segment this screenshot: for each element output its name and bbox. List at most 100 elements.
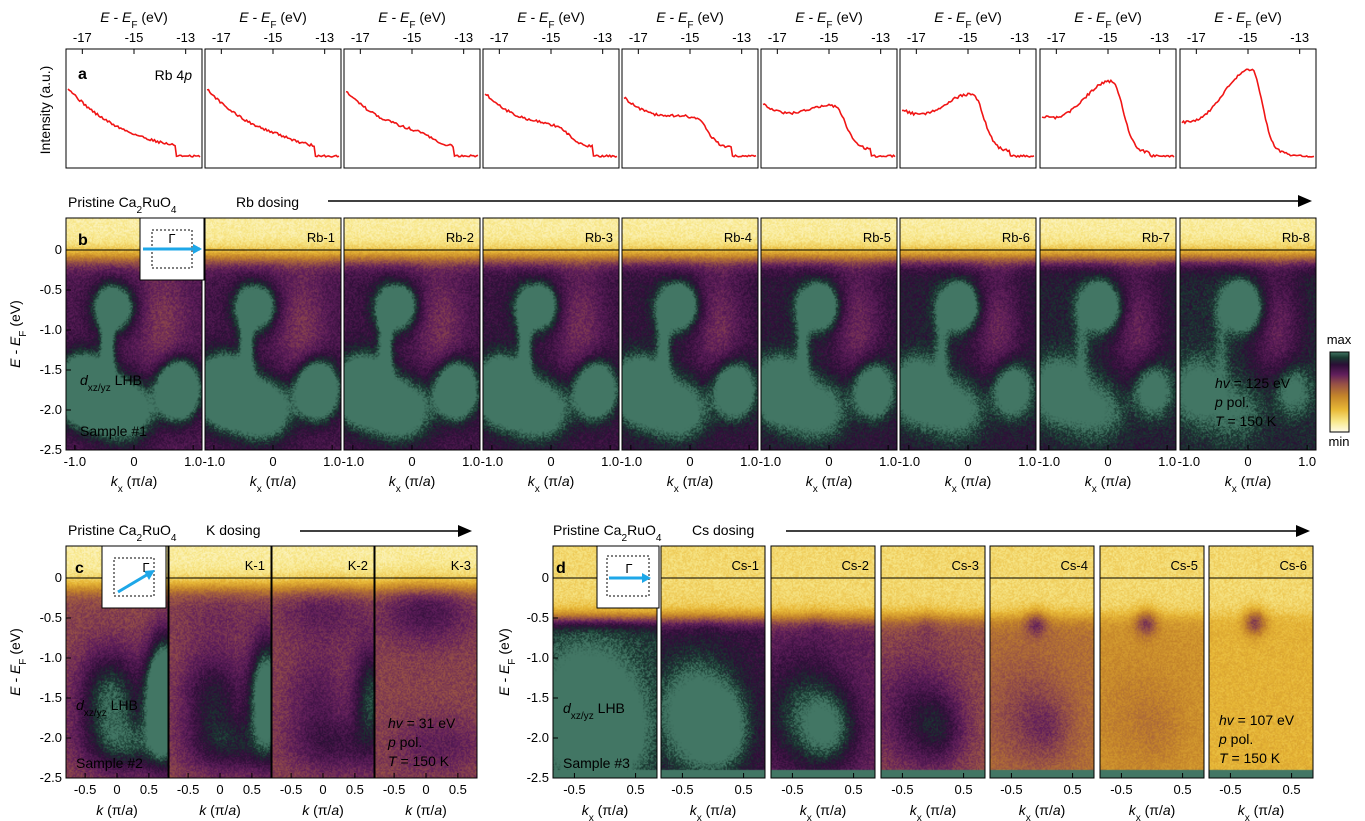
x-tick-label-part: -1.0 xyxy=(64,454,86,469)
top-tick-label-part: -17 xyxy=(490,30,509,45)
x-tick-label: 0 xyxy=(408,454,415,469)
top-axis-label-part: F xyxy=(131,20,137,31)
pristine-header-part: 4 xyxy=(171,533,177,544)
dosing-step-title-part: Rb-5 xyxy=(863,230,891,245)
arpes-frame xyxy=(880,545,986,779)
x-tick-label-part: 1.0 xyxy=(879,454,897,469)
kx-axis-label-part: a xyxy=(1259,473,1267,489)
x-tick-label: 0 xyxy=(113,782,120,797)
x-tick-label-part: 0.5 xyxy=(1283,782,1301,797)
top-tick-label-part: -13 xyxy=(315,30,334,45)
temperature: T = 150 K xyxy=(1215,413,1277,429)
y-tick-label: 0 xyxy=(55,570,62,585)
colorbar-max-label: max xyxy=(1327,332,1352,347)
y-tick-label: -0.5 xyxy=(40,282,62,297)
panel-label-c: c xyxy=(75,560,84,577)
kx-axis-label: kx (π/a) xyxy=(528,473,575,495)
temperature-part: = 150 K xyxy=(397,753,450,769)
lhb-label-part: LHB xyxy=(594,700,625,716)
y-tick-label-part: -0.5 xyxy=(40,610,62,625)
kx-axis-label-part: k xyxy=(111,473,119,489)
kx-axis-label-part: (π/ xyxy=(702,802,724,818)
pristine-header-part: 4 xyxy=(171,205,177,216)
pristine-header: Pristine Ca2RuO4 xyxy=(68,194,177,216)
dosing-step-title-part: Cs-6 xyxy=(1280,558,1307,573)
kx-axis-label-part: (π/ xyxy=(1141,802,1163,818)
x-tick-label: 0.5 xyxy=(140,782,158,797)
x-tick-label-part: -1.0 xyxy=(1178,454,1200,469)
k-axis-label-part: a xyxy=(434,802,442,818)
x-tick-label: -1.0 xyxy=(203,454,225,469)
top-tick-label-part: -15 xyxy=(125,30,144,45)
top-axis-label-part: (eV) xyxy=(137,9,167,25)
k-axis-label-part: a xyxy=(125,802,133,818)
kx-axis-label-part: (π/ xyxy=(1097,473,1119,489)
dosing-step-title-part: K-1 xyxy=(245,558,265,573)
kx-axis-label-part: ) xyxy=(431,473,436,489)
y-tick-label-part: -1.5 xyxy=(40,690,62,705)
k-axis-label-part: (π/ xyxy=(412,802,434,818)
y-tick-label: -2.5 xyxy=(40,442,62,457)
x-tick-label-part: 0.5 xyxy=(449,782,467,797)
kx-axis-label-part: k xyxy=(389,473,397,489)
k-dosing-header-part: K dosing xyxy=(206,522,260,538)
x-tick-label: -0.5 xyxy=(563,782,585,797)
photon-energy-part: hv xyxy=(388,715,404,731)
kx-axis-label-part: k xyxy=(806,473,814,489)
top-axis-label-part: (eV) xyxy=(693,9,723,25)
top-tick-label: -13 xyxy=(454,30,473,45)
lhb-label: dxz/yz LHB xyxy=(76,697,138,719)
intensity-ylabel-part: Intensity (a.u.) xyxy=(37,66,53,155)
x-tick-label-part: -1.0 xyxy=(759,454,781,469)
polarization-part: pol. xyxy=(396,734,422,750)
x-tick-label-part: 0.5 xyxy=(735,782,753,797)
kx-axis-label-part: (π/ xyxy=(401,473,423,489)
dosing-step-title-part: Cs-1 xyxy=(732,558,759,573)
kx-axis-label-part: a xyxy=(562,473,570,489)
rb4p-annotation: Rb 4p xyxy=(155,67,193,83)
spectrum-line xyxy=(67,88,201,158)
x-tick-label-part: 0 xyxy=(113,782,120,797)
y-tick-label-part: 0 xyxy=(55,242,62,257)
energy-ylabel: E - EF (eV) xyxy=(496,628,518,696)
kx-axis-label-part: a xyxy=(616,802,624,818)
energy-ylabel-part: F xyxy=(507,659,518,665)
photon-energy-part: hv xyxy=(1215,375,1231,391)
pristine-header-part: 2 xyxy=(621,533,627,544)
spectrum-line xyxy=(345,90,479,158)
x-tick-label: 0.5 xyxy=(243,782,261,797)
kx-axis-label-part: ) xyxy=(987,473,992,489)
kx-axis-label-part: (π/ xyxy=(679,473,701,489)
temperature-part: T xyxy=(1215,413,1225,429)
kx-axis-label-part: (π/ xyxy=(262,473,284,489)
kx-axis-label-part: a xyxy=(840,473,848,489)
y-tick-label-part: 0 xyxy=(542,570,549,585)
dosing-step-title: Cs-4 xyxy=(1061,558,1088,573)
k-axis-label-part: (π/ xyxy=(206,802,228,818)
kx-axis-label-part: (π/ xyxy=(818,473,840,489)
top-axis-label-part: F xyxy=(1105,20,1111,31)
x-tick-label-part: 0 xyxy=(269,454,276,469)
kx-axis-label-part: x xyxy=(535,484,540,495)
pristine-header-part: Pristine Ca xyxy=(68,194,137,210)
x-tick-label: 0 xyxy=(825,454,832,469)
arpes-frame xyxy=(989,545,1095,779)
x-tick-label: -0.5 xyxy=(1219,782,1241,797)
arrowhead-icon xyxy=(144,570,155,580)
energy-ylabel-part: (eV) xyxy=(7,300,23,330)
kx-axis-label-part: a xyxy=(1272,802,1280,818)
top-tick-label-part: -15 xyxy=(264,30,283,45)
y-tick-label-part: -2.5 xyxy=(527,770,549,785)
kx-axis-label: kx (π/a) xyxy=(111,473,158,495)
kx-axis-label-part: ) xyxy=(1280,802,1285,818)
x-tick-label-part: 1.0 xyxy=(601,454,619,469)
kx-axis-label-part: (π/ xyxy=(812,802,834,818)
top-tick-label: -17 xyxy=(768,30,787,45)
x-tick-label: 1.0 xyxy=(323,454,341,469)
spectrum-line xyxy=(902,92,1035,159)
kx-axis-label-part: k xyxy=(1085,473,1093,489)
energy-ylabel: E - EF (eV) xyxy=(7,628,29,696)
x-tick-label: 0 xyxy=(686,454,693,469)
top-axis-label-part: F xyxy=(965,20,971,31)
k-axis-label-part: a xyxy=(228,802,236,818)
